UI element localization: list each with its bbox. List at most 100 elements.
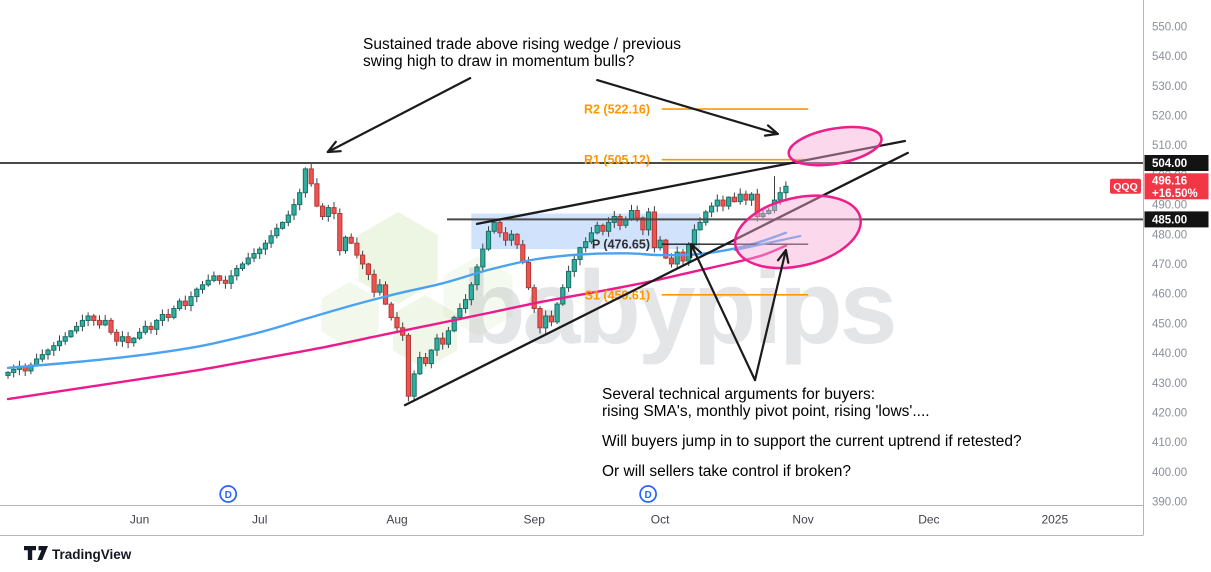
candle-up [268,235,274,244]
price-tick-label: 530.00 [1152,81,1187,93]
candle-up [714,199,720,207]
candle-up [131,337,137,344]
candle-up [171,308,177,318]
candle-up [766,210,772,214]
candle-up [451,316,457,332]
candle-up [457,308,463,318]
candle-down [617,216,623,226]
candle-up [491,221,497,232]
candle-up [159,314,166,321]
pink-ellipse-2[interactable] [728,184,868,279]
time-scale[interactable]: Jun Jul Aug Sep Oct Nov Dec 2025 [130,513,1069,527]
symbol-tag-badge [1110,178,1141,194]
price-tick-label: 460.00 [1152,289,1187,301]
candle-up [119,336,126,342]
candle-down [308,168,314,185]
candle-up [434,337,440,351]
price-tick-label: 440.00 [1152,348,1187,360]
annotation-arrow-4[interactable] [753,248,790,382]
candle-up [5,371,11,376]
annotation-arrow-1[interactable] [326,77,472,154]
price-tick-label: 510.00 [1152,140,1187,152]
tradingview-logo-icon [24,546,36,560]
price-level-lines[interactable] [0,162,1143,221]
candle-up [154,319,160,330]
price-tick-label: 420.00 [1152,407,1187,419]
candle-up [411,373,417,397]
candle-up [777,192,783,201]
note-line: Several technical arguments for buyers: [602,386,876,403]
candle-up [325,207,331,218]
candle-up [137,331,143,339]
price-tick-label: 540.00 [1152,51,1187,63]
candle-down [148,325,154,330]
symbol-tag-text: QQQ [1113,181,1138,193]
note-line: swing high to draw in momentum bulls? [363,52,635,70]
candle-up [142,325,148,333]
candle-down [354,242,360,256]
annotation-arrow-2[interactable] [596,79,779,137]
candle-up [74,325,80,332]
price-scale[interactable]: 390.00 400.00 410.00 420.00 430.00 440.00 450.… [1144,21,1209,509]
change-percent-text: +16.50% [1152,188,1198,200]
price-tick-label: 480.00 [1152,229,1187,241]
price-tick-label: 410.00 [1152,437,1187,449]
annotation-note-top[interactable]: Sustained trade above rising wedge / pre… [363,36,681,70]
candle-up [211,275,217,281]
symbol-tag: QQQ [1110,178,1141,194]
pink-ellipse-1[interactable] [786,121,885,172]
annotation-arrow-3[interactable] [689,243,757,382]
candle-up [480,248,486,268]
candle-down [394,316,400,329]
price-tick-label: 390.00 [1152,497,1187,509]
candle-down [388,303,394,319]
candle-up [79,319,86,327]
candle-up [234,267,240,277]
candle-down [514,233,520,246]
level-price-badge-text: 485.00 [1152,214,1187,226]
price-tick-label: 470.00 [1152,259,1187,271]
candle-down [600,224,606,232]
candle-down [365,263,371,275]
candle-down [525,262,532,289]
candle-up [628,210,635,220]
ellipse-drawings[interactable] [728,121,885,280]
last-price-text: 496.16 [1152,175,1187,187]
candle-down [503,232,509,241]
time-tick-label: Nov [792,513,813,527]
candle-up [749,193,755,201]
annotation-note-bottom[interactable]: Several technical arguments for buyers: … [602,386,1022,480]
pivot-label-S1: S1 (459.61) [585,288,650,302]
pane-borders [0,0,1144,536]
candle-down [96,319,103,326]
candle-down [405,334,411,397]
price-tick-label: 520.00 [1152,110,1187,122]
candle-up [297,192,303,206]
candle-up [783,185,789,194]
candle-down [337,213,343,252]
candle-down [222,279,229,284]
arrow-drawings[interactable] [326,77,790,382]
candle-down [382,284,389,305]
price-tick-label: 430.00 [1152,378,1187,390]
candle-up [445,330,451,345]
candle-up [68,330,74,338]
wedge-upper-line[interactable] [475,139,907,226]
candle-up [342,236,349,252]
time-tick-label: Jun [130,513,149,527]
level-price-badge-504 [1144,155,1209,171]
dividend-marker-icon[interactable] [639,485,657,503]
support-blue-segment[interactable] [733,235,802,252]
price-tick-label: 400.00 [1152,467,1187,479]
time-tick-label: Aug [386,513,407,527]
price-tick-label: 490.00 [1152,200,1187,212]
tradingview-logo-text: TradingView [52,547,132,562]
tradingview-logo[interactable]: TradingView [24,546,132,562]
sma-slow-pink-line [6,244,788,401]
dividend-marker-icon[interactable] [219,485,238,503]
candle-down [651,211,657,249]
candle-down [114,331,120,342]
candle-up [428,349,434,365]
